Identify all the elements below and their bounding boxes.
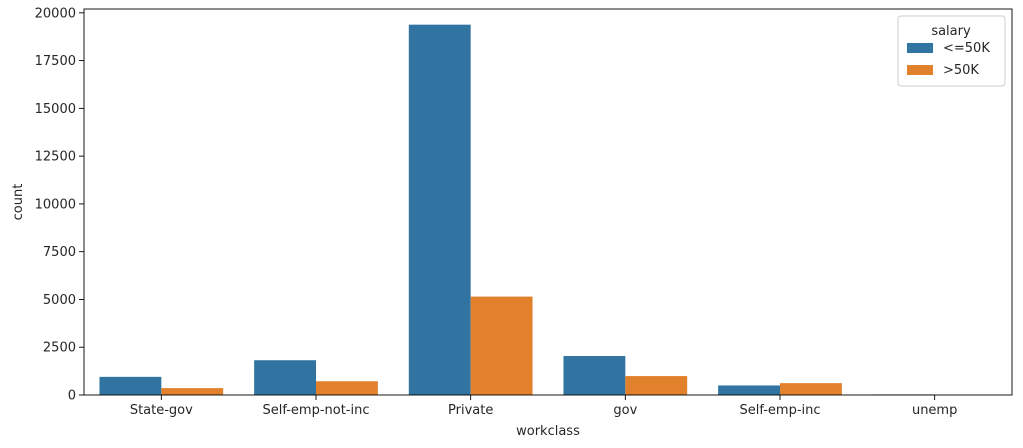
x-axis-label: workclass	[516, 424, 580, 439]
bar-series-1-category-4	[780, 383, 842, 395]
bar-series-0-category-1	[254, 360, 316, 395]
bar-series-0-category-0	[99, 376, 162, 395]
bar-series-0-category-2	[408, 24, 471, 395]
x-tick-label: Self-emp-not-inc	[262, 403, 369, 418]
legend-swatch-1	[907, 65, 933, 75]
bar-series-0-category-4	[718, 385, 780, 395]
y-tick-label: 0	[68, 389, 76, 404]
bars-layer	[99, 24, 997, 395]
legend-swatch-0	[907, 43, 933, 53]
y-tick-label: 2500	[43, 341, 76, 356]
bar-series-1-category-0	[161, 388, 224, 395]
x-axis-ticks: State-gov Self-emp-not-inc Private gov Se…	[130, 395, 957, 418]
x-tick-label: Private	[448, 403, 493, 418]
bar-series-1-category-1	[316, 381, 378, 395]
legend-label-1: >50K	[943, 63, 979, 78]
bar-series-1-category-3	[625, 376, 688, 395]
y-tick-label: 7500	[43, 245, 76, 260]
plot-frame	[83, 8, 1013, 396]
y-tick-label: 17500	[35, 54, 76, 69]
x-tick-label: unemp	[912, 403, 957, 418]
y-tick-label: 12500	[35, 150, 76, 165]
x-tick-label: gov	[613, 403, 637, 418]
y-tick-label: 5000	[43, 293, 76, 308]
legend-label-0: <=50K	[943, 41, 990, 56]
x-tick-label: State-gov	[130, 403, 193, 418]
y-axis-label: count	[11, 184, 26, 221]
legend: salary <=50K >50K	[897, 15, 1006, 87]
legend-title: salary	[931, 24, 971, 39]
bar-series-1-category-2	[470, 296, 533, 395]
y-tick-label: 20000	[35, 6, 76, 21]
y-tick-label: 10000	[35, 197, 76, 212]
bar-series-0-category-3	[563, 356, 626, 395]
x-tick-label: Self-emp-inc	[739, 403, 820, 418]
y-axis-ticks: 0 2500 5000 7500 10000 12500 15000 17500 20000	[35, 6, 84, 404]
y-tick-label: 15000	[35, 102, 76, 117]
